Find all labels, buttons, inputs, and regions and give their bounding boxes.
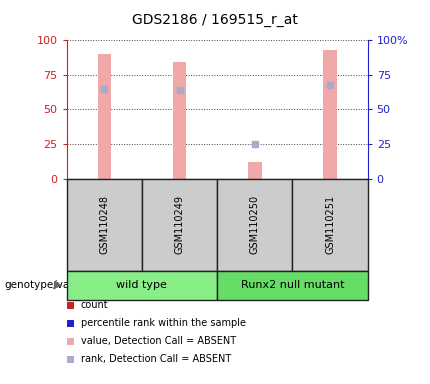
Text: GSM110251: GSM110251 xyxy=(325,195,335,254)
Bar xyxy=(248,162,261,179)
Text: rank, Detection Call = ABSENT: rank, Detection Call = ABSENT xyxy=(81,354,231,364)
Text: genotype/variation: genotype/variation xyxy=(4,280,104,290)
Text: value, Detection Call = ABSENT: value, Detection Call = ABSENT xyxy=(81,336,236,346)
Text: Runx2 null mutant: Runx2 null mutant xyxy=(241,280,344,290)
Text: count: count xyxy=(81,300,108,310)
Bar xyxy=(323,50,337,179)
Bar xyxy=(173,63,186,179)
Text: GSM110249: GSM110249 xyxy=(175,195,184,254)
Text: wild type: wild type xyxy=(117,280,167,290)
Text: GSM110250: GSM110250 xyxy=(250,195,260,254)
Text: percentile rank within the sample: percentile rank within the sample xyxy=(81,318,246,328)
Text: GDS2186 / 169515_r_at: GDS2186 / 169515_r_at xyxy=(132,13,298,27)
Text: GSM110248: GSM110248 xyxy=(99,195,109,254)
Bar xyxy=(98,54,111,179)
Text: ▶: ▶ xyxy=(54,280,62,290)
